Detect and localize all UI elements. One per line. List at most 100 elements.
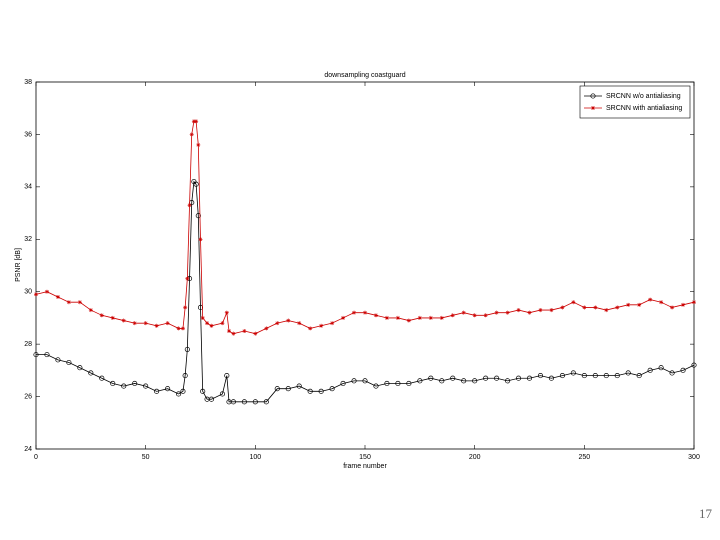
data-point [363,310,367,315]
data-point [184,346,190,352]
data-point [505,378,511,384]
data-point [242,329,247,334]
data-point [195,213,201,219]
data-point [692,300,696,305]
data-point [669,370,675,376]
legend-label: SRCNN with antialiasing [606,105,682,112]
data-point [132,321,137,326]
data-point [263,399,269,405]
data-point [66,359,72,366]
data-point [417,315,422,320]
data-point [681,302,686,307]
data-point [648,297,653,302]
data-point [194,119,199,124]
data-point [44,352,50,358]
data-point [472,313,477,318]
y-tick-label: 32 [24,236,32,243]
y-tick-label: 38 [24,79,32,86]
data-point [196,142,201,147]
data-point [330,321,335,326]
y-tick-label: 26 [24,393,32,400]
data-point [88,308,93,313]
data-point [603,373,609,379]
legend-box [579,85,691,119]
data-point [230,399,236,405]
data-point [559,373,565,379]
data-point [189,132,194,137]
data-point [658,365,664,371]
data-point [180,388,186,394]
y-tick-label: 24 [24,446,32,453]
data-point [581,373,587,379]
data-point [604,308,609,313]
data-point [483,313,488,318]
data-point [549,308,554,313]
data-point [285,386,291,392]
data-point [121,318,126,323]
data-point [34,292,38,297]
series-line [35,120,695,335]
data-point [208,396,215,402]
data-point [307,388,313,394]
data-point [670,305,675,310]
data-point [625,370,631,376]
data-point [55,294,60,299]
x-tick-label: 200 [469,454,481,461]
data-point [180,326,185,331]
data-point [526,375,533,381]
data-point [637,302,642,307]
y-tick-label: 34 [24,184,32,191]
x-tick-label: 100 [249,454,261,461]
data-point [329,386,335,392]
legend-marker [591,106,595,110]
data-point [384,315,389,320]
data-point [373,383,379,389]
data-point [428,315,433,320]
data-point [253,331,258,336]
data-point [548,375,554,381]
data-point [297,321,302,326]
legend-marker [590,93,596,99]
data-point [593,305,598,310]
data-point [185,276,190,281]
y-axis-label: PSNR [dB] [15,248,22,282]
data-point [55,357,61,363]
data-point [636,373,642,379]
data-point [110,315,115,320]
data-point [472,378,478,384]
x-tick-label: 300 [688,454,700,461]
data-point [200,315,205,320]
data-point [439,315,444,320]
data-point [659,300,664,305]
data-point [220,321,225,326]
data-point [200,388,206,394]
x-axis-label: frame number [343,463,387,470]
data-point [494,310,499,315]
data-point [77,365,83,371]
data-point [351,378,357,384]
data-point [614,373,620,379]
data-point [191,119,196,124]
data-point [187,203,192,208]
chart: downsampling coastguard frame number PSN… [15,72,700,470]
data-point [680,367,686,373]
data-point [318,388,324,394]
data-point [340,380,346,387]
data-point [286,318,291,323]
data-point [428,375,434,381]
y-tick-label: 28 [24,341,32,348]
data-point [275,321,280,326]
y-tick-label: 36 [24,131,32,138]
data-point [176,326,181,331]
data-point [571,300,576,305]
data-point [227,329,232,334]
data-point [406,318,411,323]
data-point [110,380,116,387]
series [33,179,697,405]
plot-area [35,81,695,450]
data-point [183,305,188,310]
data-point [461,378,467,384]
data-point [121,383,127,389]
series [34,119,696,336]
